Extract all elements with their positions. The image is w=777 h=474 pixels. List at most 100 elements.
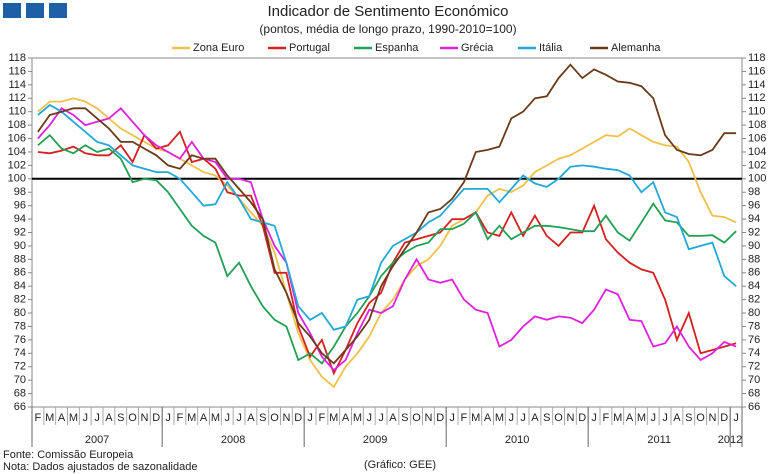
x-tick-label: M [211, 412, 220, 424]
x-tick-label: F [461, 412, 468, 424]
credit: (Gráfico: GEE) [364, 459, 436, 471]
logo-block [26, 3, 44, 18]
y2-tick-label: 72 [748, 361, 760, 373]
y2-tick-label: 92 [748, 226, 760, 238]
y-tick-label: 86 [14, 267, 26, 279]
series-line [37, 63, 737, 365]
legend-label: Portugal [289, 42, 330, 54]
x-tick-label: N [140, 412, 148, 424]
y2-tick-label: 90 [748, 240, 760, 252]
legend-label: Grécia [461, 42, 494, 54]
y2-tick-label: 98 [748, 186, 760, 198]
y2-tick-label: 84 [748, 280, 760, 292]
y2-tick-label: 80 [748, 307, 760, 319]
x-tick-label: O [412, 412, 421, 424]
y-tick-label: 96 [14, 200, 26, 212]
y2-tick-label: 110 [748, 106, 766, 118]
x-tick-label: J [733, 412, 739, 424]
x-tick-label: O [554, 412, 563, 424]
y-tick-label: 92 [14, 226, 26, 238]
x-tick-label: J [651, 412, 657, 424]
x-tick-label: D [294, 412, 302, 424]
x-tick-label: J [367, 412, 373, 424]
y-tick-label: 78 [14, 320, 26, 332]
y2-tick-label: 108 [748, 119, 766, 131]
x-tick-label: J [225, 412, 231, 424]
year-label: 2011 [647, 434, 671, 446]
y2-tick-label: 78 [748, 320, 760, 332]
x-tick-label: M [471, 412, 480, 424]
legend-label: Zona Euro [193, 42, 244, 54]
y-tick-label: 76 [14, 334, 26, 346]
x-tick-label: J [94, 412, 100, 424]
y-tick-label: 118 [8, 52, 26, 64]
y-tick-label: 72 [14, 361, 26, 373]
x-tick-label: J [83, 412, 89, 424]
y-tick-label: 110 [8, 106, 26, 118]
y2-tick-label: 88 [748, 253, 760, 265]
x-tick-label: A [200, 412, 208, 424]
year-label: 2010 [505, 434, 529, 446]
y-tick-label: 66 [14, 401, 26, 413]
y2-tick-label: 86 [748, 267, 760, 279]
y-tick-label: 104 [8, 146, 26, 158]
series-line [37, 133, 737, 365]
x-tick-label: N [708, 412, 716, 424]
chart-title: Indicador de Sentimento Económico [268, 3, 509, 20]
x-tick-label: A [673, 412, 681, 424]
x-tick-label: J [520, 412, 526, 424]
y-tick-label: 84 [14, 280, 26, 292]
x-tick-label: M [495, 412, 504, 424]
y-tick-label: 98 [14, 186, 26, 198]
x-tick-label: M [45, 412, 54, 424]
x-tick-label: O [128, 412, 137, 424]
x-tick-label: M [353, 412, 362, 424]
y2-tick-label: 94 [748, 213, 760, 225]
x-tick-label: S [685, 412, 692, 424]
x-tick-label: A [531, 412, 539, 424]
year-label: 2008 [221, 434, 245, 446]
x-tick-label: D [152, 412, 160, 424]
x-tick-label: O [270, 412, 279, 424]
x-tick-label: S [259, 412, 266, 424]
x-tick-label: S [117, 412, 124, 424]
y-tick-label: 70 [14, 374, 26, 386]
x-tick-label: F [177, 412, 184, 424]
y-tick-label: 90 [14, 240, 26, 252]
logo-block [49, 3, 67, 18]
y-tick-label: 94 [14, 213, 26, 225]
source: Fonte: Comissão Europeia [3, 449, 134, 461]
y2-tick-label: 104 [748, 146, 766, 158]
x-tick-label: N [566, 412, 574, 424]
y2-tick-label: 70 [748, 374, 760, 386]
y2-tick-label: 68 [748, 387, 760, 399]
y2-tick-label: 112 [748, 92, 766, 104]
y-tick-label: 82 [14, 294, 26, 306]
y2-tick-label: 118 [748, 52, 766, 64]
x-tick-label: D [720, 412, 728, 424]
y2-tick-label: 74 [748, 347, 760, 359]
y-tick-label: 80 [14, 307, 26, 319]
x-tick-label: A [389, 412, 397, 424]
y2-tick-label: 76 [748, 334, 760, 346]
x-tick-label: A [342, 412, 350, 424]
year-label: 2012 [718, 434, 742, 446]
x-tick-label: J [509, 412, 515, 424]
year-label: 2007 [85, 434, 109, 446]
x-tick-label: A [626, 412, 634, 424]
x-tick-label: D [578, 412, 586, 424]
y2-tick-label: 100 [748, 173, 766, 185]
y2-tick-label: 114 [748, 79, 766, 91]
x-tick-label: M [613, 412, 622, 424]
note: Nota: Dados ajustados de sazonalidade [3, 461, 197, 473]
legend-label: Itália [539, 42, 563, 54]
x-tick-label: F [35, 412, 42, 424]
series-line [37, 103, 737, 331]
y-tick-label: 106 [8, 132, 26, 144]
series-line [37, 97, 737, 389]
x-tick-label: F [319, 412, 326, 424]
x-tick-label: J [236, 412, 242, 424]
y-tick-label: 114 [8, 79, 26, 91]
y-tick-label: 68 [14, 387, 26, 399]
x-tick-label: N [424, 412, 432, 424]
